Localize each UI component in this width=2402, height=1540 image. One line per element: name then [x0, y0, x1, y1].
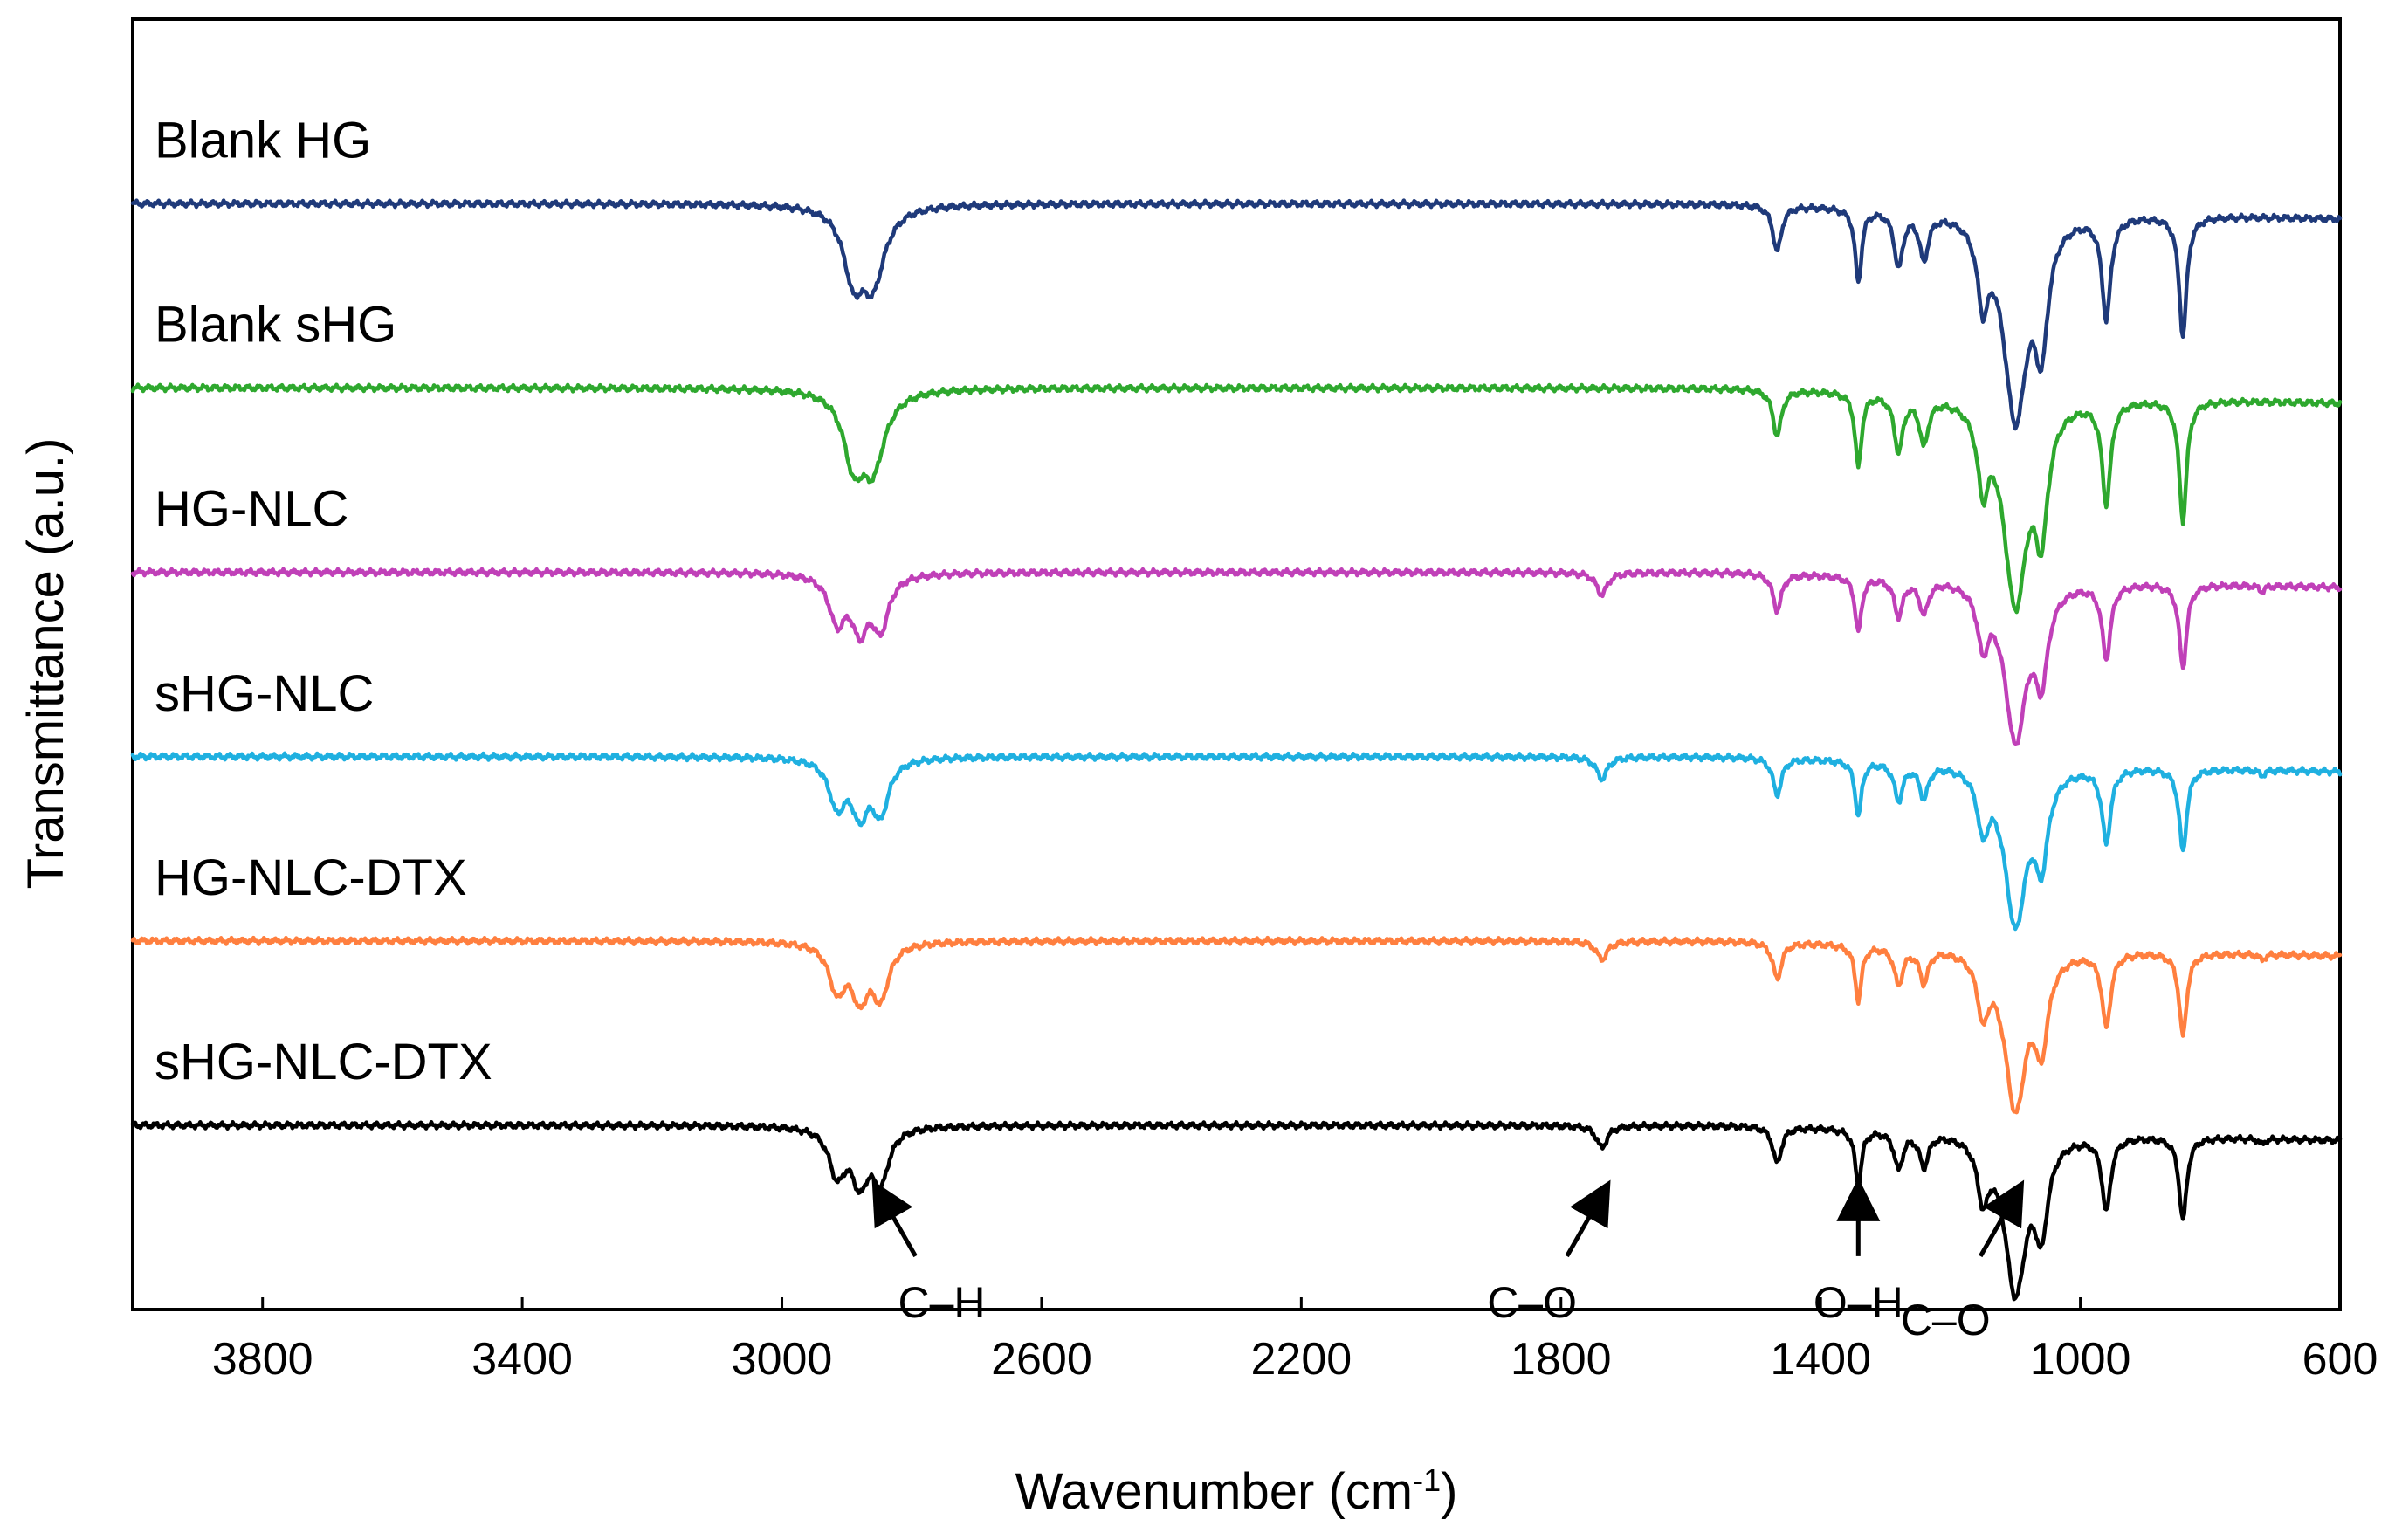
annotation-layer: C–H C–O O–HC–O: [871, 1177, 2025, 1344]
x-axis-title-main: Wavenumber (cm: [1015, 1463, 1414, 1520]
series-label: HG-NLC: [155, 481, 348, 538]
spectrum-line-shg-nlc-dtx: [130, 1119, 2343, 1302]
y-axis-title: Transmittance (a.u.): [17, 438, 74, 890]
plot-frame: [131, 17, 2342, 1311]
annotation-label: O–H: [1814, 1278, 1903, 1327]
series-label-layer: Blank HG Blank sHG HG-NLC sHG-NLC HG-NLC-DTX…: [155, 112, 492, 1090]
x-tick-label: 600: [2302, 1334, 2378, 1385]
spectrum-line-blank-hg: [130, 198, 2343, 431]
x-axis-title-superscript: -1: [1413, 1462, 1441, 1498]
x-tick-label: 3000: [732, 1334, 833, 1385]
x-tick-label: 3400: [471, 1334, 573, 1385]
x-tick-label: 1000: [2030, 1334, 2131, 1385]
x-tick-label: 1400: [1770, 1334, 1871, 1385]
series-label: sHG-NLC-DTX: [155, 1034, 492, 1090]
x-axis-title: Wavenumber (cm-1): [1015, 1462, 1458, 1521]
series-label: HG-NLC-DTX: [155, 849, 467, 906]
series-label: Blank HG: [155, 112, 371, 168]
x-tick-label: 2600: [991, 1334, 1092, 1385]
series-layer: [130, 198, 2343, 1302]
spectrum-line-blank-shg: [130, 382, 2343, 615]
annotation-label: C–O: [1901, 1296, 1991, 1344]
annotation-arrow: [871, 1179, 918, 1258]
series-label: Blank sHG: [155, 297, 396, 354]
x-tick-label: 2200: [1251, 1334, 1352, 1385]
spectrum-line-hg-nlc: [130, 567, 2343, 746]
spectrum-line-hg-nlc-dtx: [130, 935, 2343, 1115]
annotation-label: C–O: [1487, 1278, 1577, 1327]
series-label: sHG-NLC: [155, 665, 374, 722]
x-tick-label: 1800: [1511, 1334, 1612, 1385]
annotation-arrow: [1979, 1179, 2025, 1258]
spectrum-line-shg-nlc: [130, 751, 2343, 932]
annotation-label: C–H: [898, 1278, 986, 1327]
annotation-arrow: [1565, 1179, 1611, 1258]
x-axis-ticks: 3800 3400 3000 2600 2200 1800 1400 1000 600: [212, 1297, 2378, 1385]
x-tick-label: 3800: [212, 1334, 313, 1385]
x-axis-title-close: ): [1441, 1463, 1457, 1520]
